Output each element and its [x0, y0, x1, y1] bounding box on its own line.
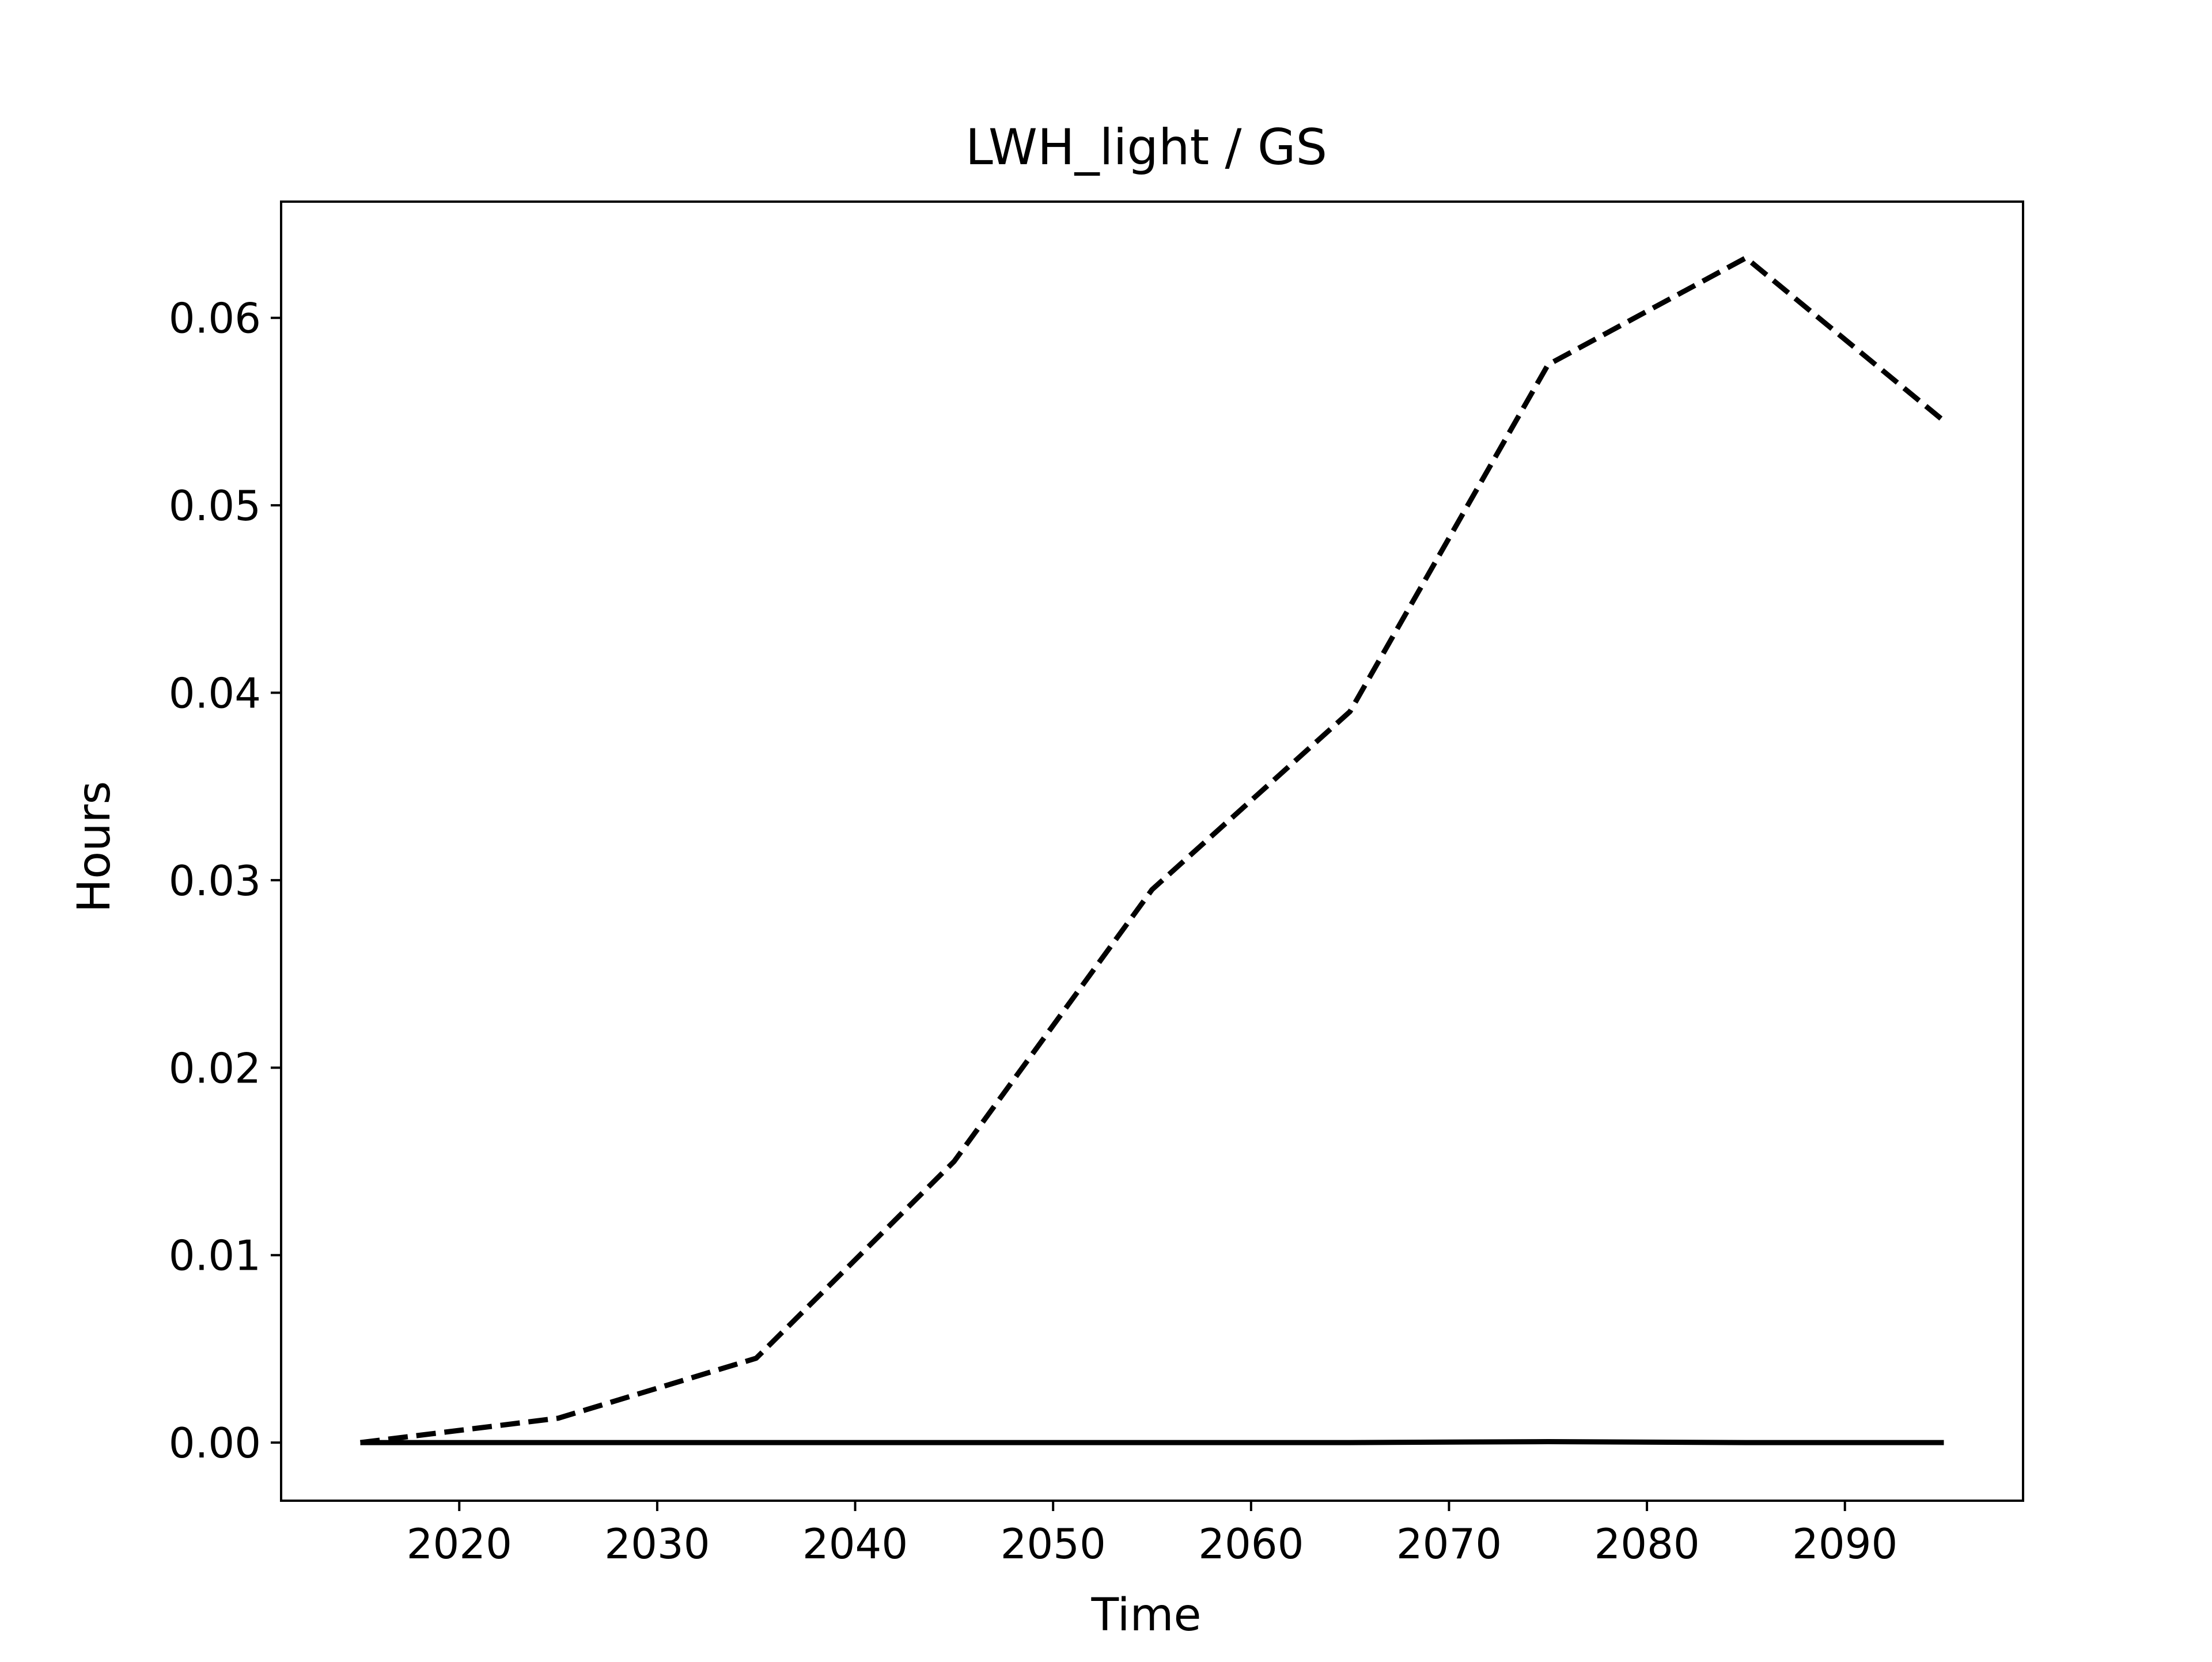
series-line-dashed: [359, 255, 1946, 1445]
x-tick-label: 2030: [604, 1520, 710, 1568]
axes-frame: [280, 200, 2024, 1502]
x-tick-label: 2070: [1396, 1520, 1502, 1568]
chart-title: LWH_light / GS: [965, 119, 1327, 176]
x-axis-label: Time: [1091, 1589, 1202, 1641]
y-axis-label: Hours: [69, 781, 120, 913]
y-tick-label: 0.01: [169, 1232, 261, 1280]
y-tick-label: 0.02: [169, 1044, 261, 1092]
x-tick-label: 2080: [1594, 1520, 1699, 1568]
x-tick-label: 2020: [407, 1520, 512, 1568]
x-tick-label: 2050: [1001, 1520, 1106, 1568]
y-tick-label: 0.04: [169, 669, 261, 718]
y-tick-label: 0.06: [169, 294, 261, 343]
y-tick-label: 0.05: [169, 482, 261, 530]
x-tick-label: 2040: [802, 1520, 908, 1568]
series-line-solid: [360, 1439, 1944, 1445]
plot-area: 2020 2030 2040 2050 2060 2070 2080 2090 0.00 0.01…: [169, 200, 2024, 1568]
y-tick-label: 0.03: [169, 857, 261, 905]
y-tick-label: 0.00: [169, 1419, 261, 1467]
x-tick-label: 2090: [1792, 1520, 1897, 1568]
x-tick-label: 2060: [1198, 1520, 1304, 1568]
